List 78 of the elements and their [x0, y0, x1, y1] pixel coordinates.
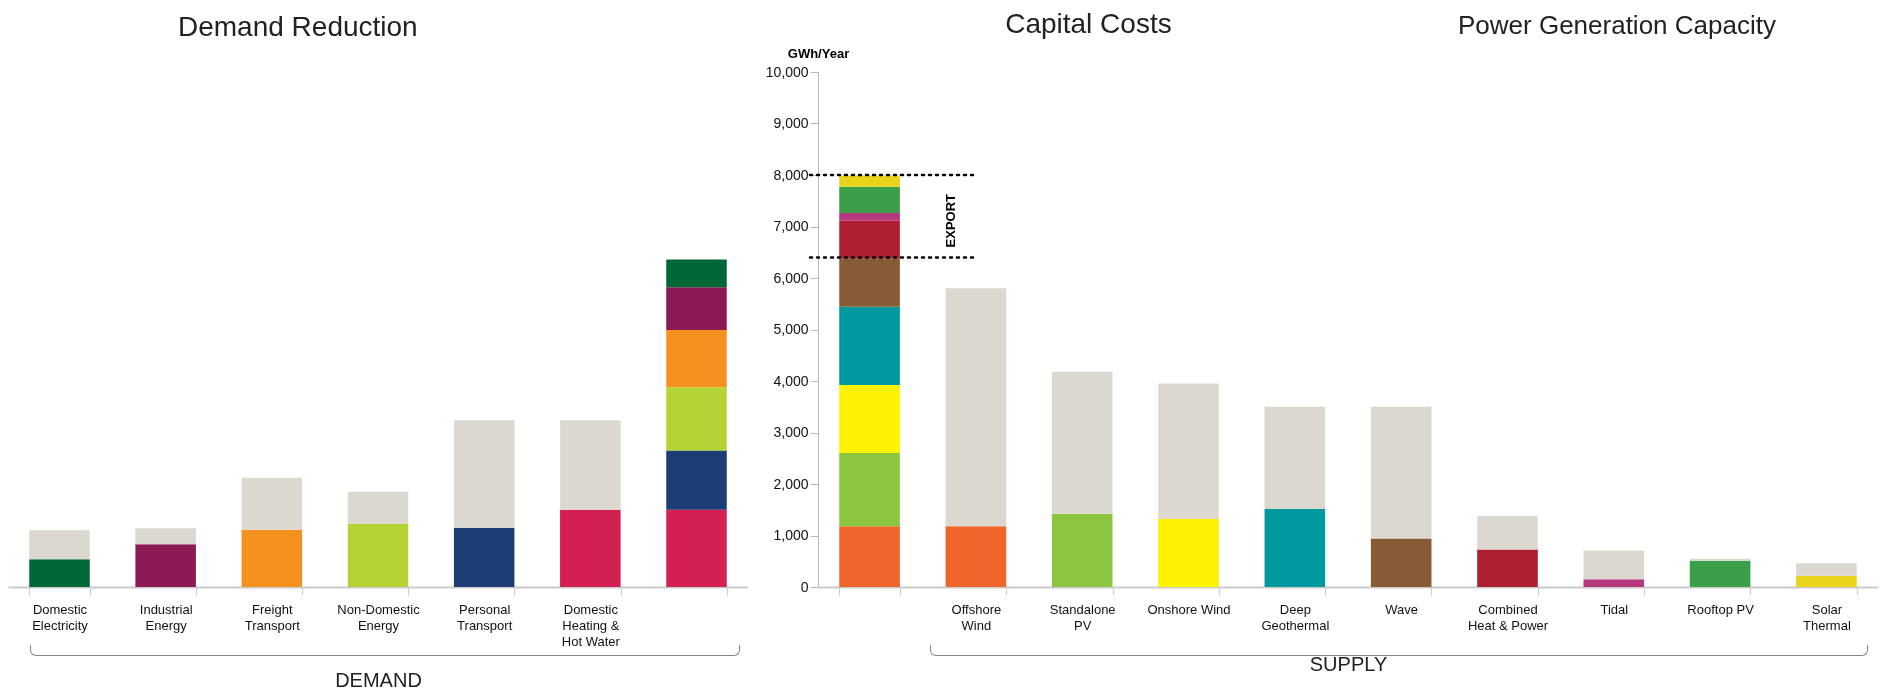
y-tick-label: 3,000 — [773, 424, 809, 440]
bar — [839, 306, 900, 386]
bar — [1264, 406, 1326, 509]
bar — [1051, 371, 1113, 514]
bar — [1370, 538, 1432, 587]
bar — [1583, 579, 1645, 587]
bar — [839, 175, 900, 187]
bar — [347, 523, 409, 587]
y-tick-label: 8,000 — [773, 166, 809, 183]
x-tick-label: Non-Domestic Energy — [337, 601, 421, 633]
x-tick-label: Standalone PV — [1049, 601, 1116, 633]
bar — [1158, 383, 1219, 520]
bar — [666, 387, 727, 451]
bar — [1158, 519, 1219, 587]
bar — [839, 385, 900, 454]
y-tick-label: 6,000 — [773, 269, 809, 286]
bar — [1583, 550, 1645, 580]
x-tick-label: Deep Geothermal — [1261, 601, 1330, 633]
text: Power Generation Capacity — [1458, 10, 1776, 41]
bar — [666, 450, 727, 510]
bar — [453, 527, 515, 587]
ref-line-label: EXPORT — [942, 193, 958, 248]
y-tick-label: 2,000 — [773, 475, 809, 492]
y-tick-label: 0 — [800, 578, 809, 595]
y-tick-label: 4,000 — [773, 372, 809, 389]
bar — [945, 526, 1007, 587]
y-tick-label: 1,000 — [773, 527, 809, 543]
x-tick-label: Onshore Wind — [1147, 601, 1231, 617]
x-tick-label: Wave — [1385, 601, 1419, 617]
bar — [347, 491, 409, 524]
x-tick-label: Offshore Wind — [951, 601, 1002, 633]
y-axis-title: GWh/Year — [787, 45, 850, 61]
bar — [1264, 508, 1326, 587]
x-tick-label: Combined Heat & Power — [1467, 601, 1549, 633]
bar — [1689, 558, 1751, 561]
bar — [1477, 549, 1538, 587]
x-axis-title: SUPPLY — [1309, 652, 1388, 675]
bar — [666, 259, 727, 288]
bar — [560, 420, 621, 510]
bar — [241, 529, 303, 587]
chart-title: Demand Reduction — [178, 11, 418, 42]
bar — [1689, 560, 1751, 587]
x-tick-label: Personal Transport — [457, 601, 513, 633]
chart-title: Capital Costs — [1005, 8, 1172, 39]
bar — [1051, 513, 1113, 587]
bar — [1370, 406, 1432, 539]
bar — [666, 330, 727, 388]
x-tick-label: Solar Thermal — [1803, 601, 1851, 633]
bar — [945, 288, 1007, 527]
bar — [666, 287, 727, 331]
y-tick-label: 7,000 — [773, 218, 809, 234]
bar — [1796, 575, 1857, 587]
bar — [135, 544, 196, 587]
bar — [839, 526, 900, 587]
x-tick-label: Rooftop PV — [1687, 601, 1755, 617]
x-tick-label: Tidal — [1600, 601, 1629, 617]
x-tick-label: Freight Transport — [244, 601, 301, 633]
bar — [241, 477, 303, 530]
x-tick-label: Domestic Heating & Hot Water — [561, 601, 621, 649]
bar — [29, 530, 90, 560]
bar — [839, 453, 900, 527]
x-tick-label: Industrial Energy — [139, 601, 193, 633]
bar — [453, 420, 515, 528]
x-axis-title: DEMAND — [335, 668, 422, 691]
y-tick-label: 10,000 — [765, 63, 809, 80]
y-tick-label: 5,000 — [773, 321, 809, 337]
bar — [29, 559, 90, 587]
bar — [839, 213, 900, 221]
bar — [839, 220, 900, 259]
bar — [1796, 563, 1857, 576]
bar — [1477, 515, 1538, 550]
bar — [839, 258, 900, 307]
bar — [839, 186, 900, 214]
x-tick-label: Domestic Electricity — [32, 601, 89, 633]
bar — [560, 509, 621, 587]
y-tick-label: 9,000 — [773, 115, 809, 131]
bar — [666, 509, 727, 587]
bar — [135, 528, 196, 545]
